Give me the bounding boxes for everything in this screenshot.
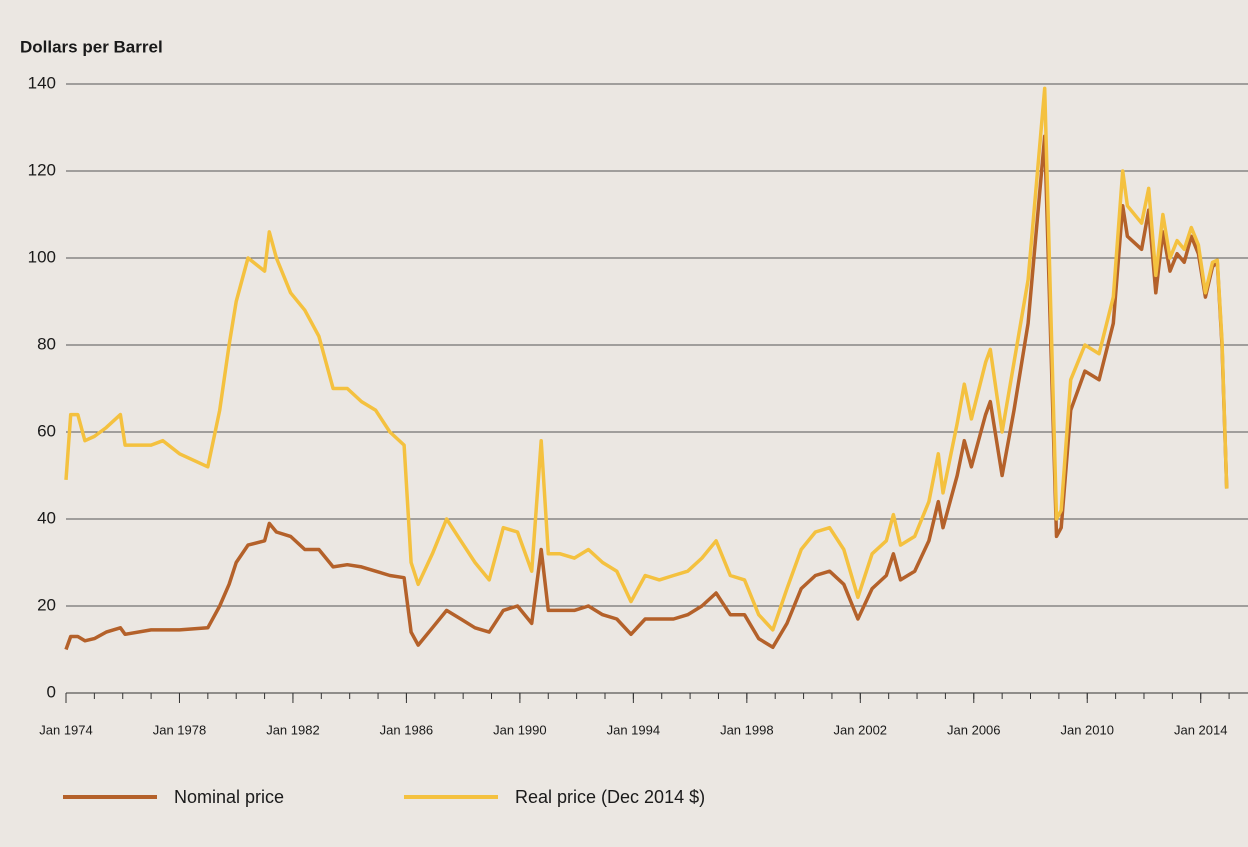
chart-title: Dollars per Barrel xyxy=(20,37,163,56)
x-tick-label: Jan 1998 xyxy=(720,722,774,737)
x-tick-label: Jan 1982 xyxy=(266,722,320,737)
x-tick-label: Jan 2010 xyxy=(1060,722,1114,737)
x-tick-label: Jan 1974 xyxy=(39,722,93,737)
y-tick-label: 80 xyxy=(37,334,56,353)
y-tick-label: 20 xyxy=(37,595,56,614)
y-tick-label: 60 xyxy=(37,421,56,440)
legend-label: Nominal price xyxy=(174,787,284,807)
line xyxy=(64,86,1229,632)
line xyxy=(64,134,1229,651)
y-tick-label: 40 xyxy=(37,508,56,527)
y-tick-label: 140 xyxy=(28,73,56,92)
y-tick-label: 0 xyxy=(47,682,56,701)
x-tick-label: Jan 2002 xyxy=(834,722,888,737)
x-tick-label: Jan 1986 xyxy=(380,722,434,737)
x-tick-label: Jan 1990 xyxy=(493,722,547,737)
y-tick-label: 100 xyxy=(28,247,56,266)
x-tick-label: Jan 1978 xyxy=(153,722,207,737)
y-tick-label: 120 xyxy=(28,160,56,179)
legend-label: Real price (Dec 2014 $) xyxy=(515,787,705,807)
x-tick-label: Jan 2006 xyxy=(947,722,1001,737)
x-tick-label: Jan 1994 xyxy=(607,722,661,737)
x-tick-label: Jan 2014 xyxy=(1174,722,1228,737)
